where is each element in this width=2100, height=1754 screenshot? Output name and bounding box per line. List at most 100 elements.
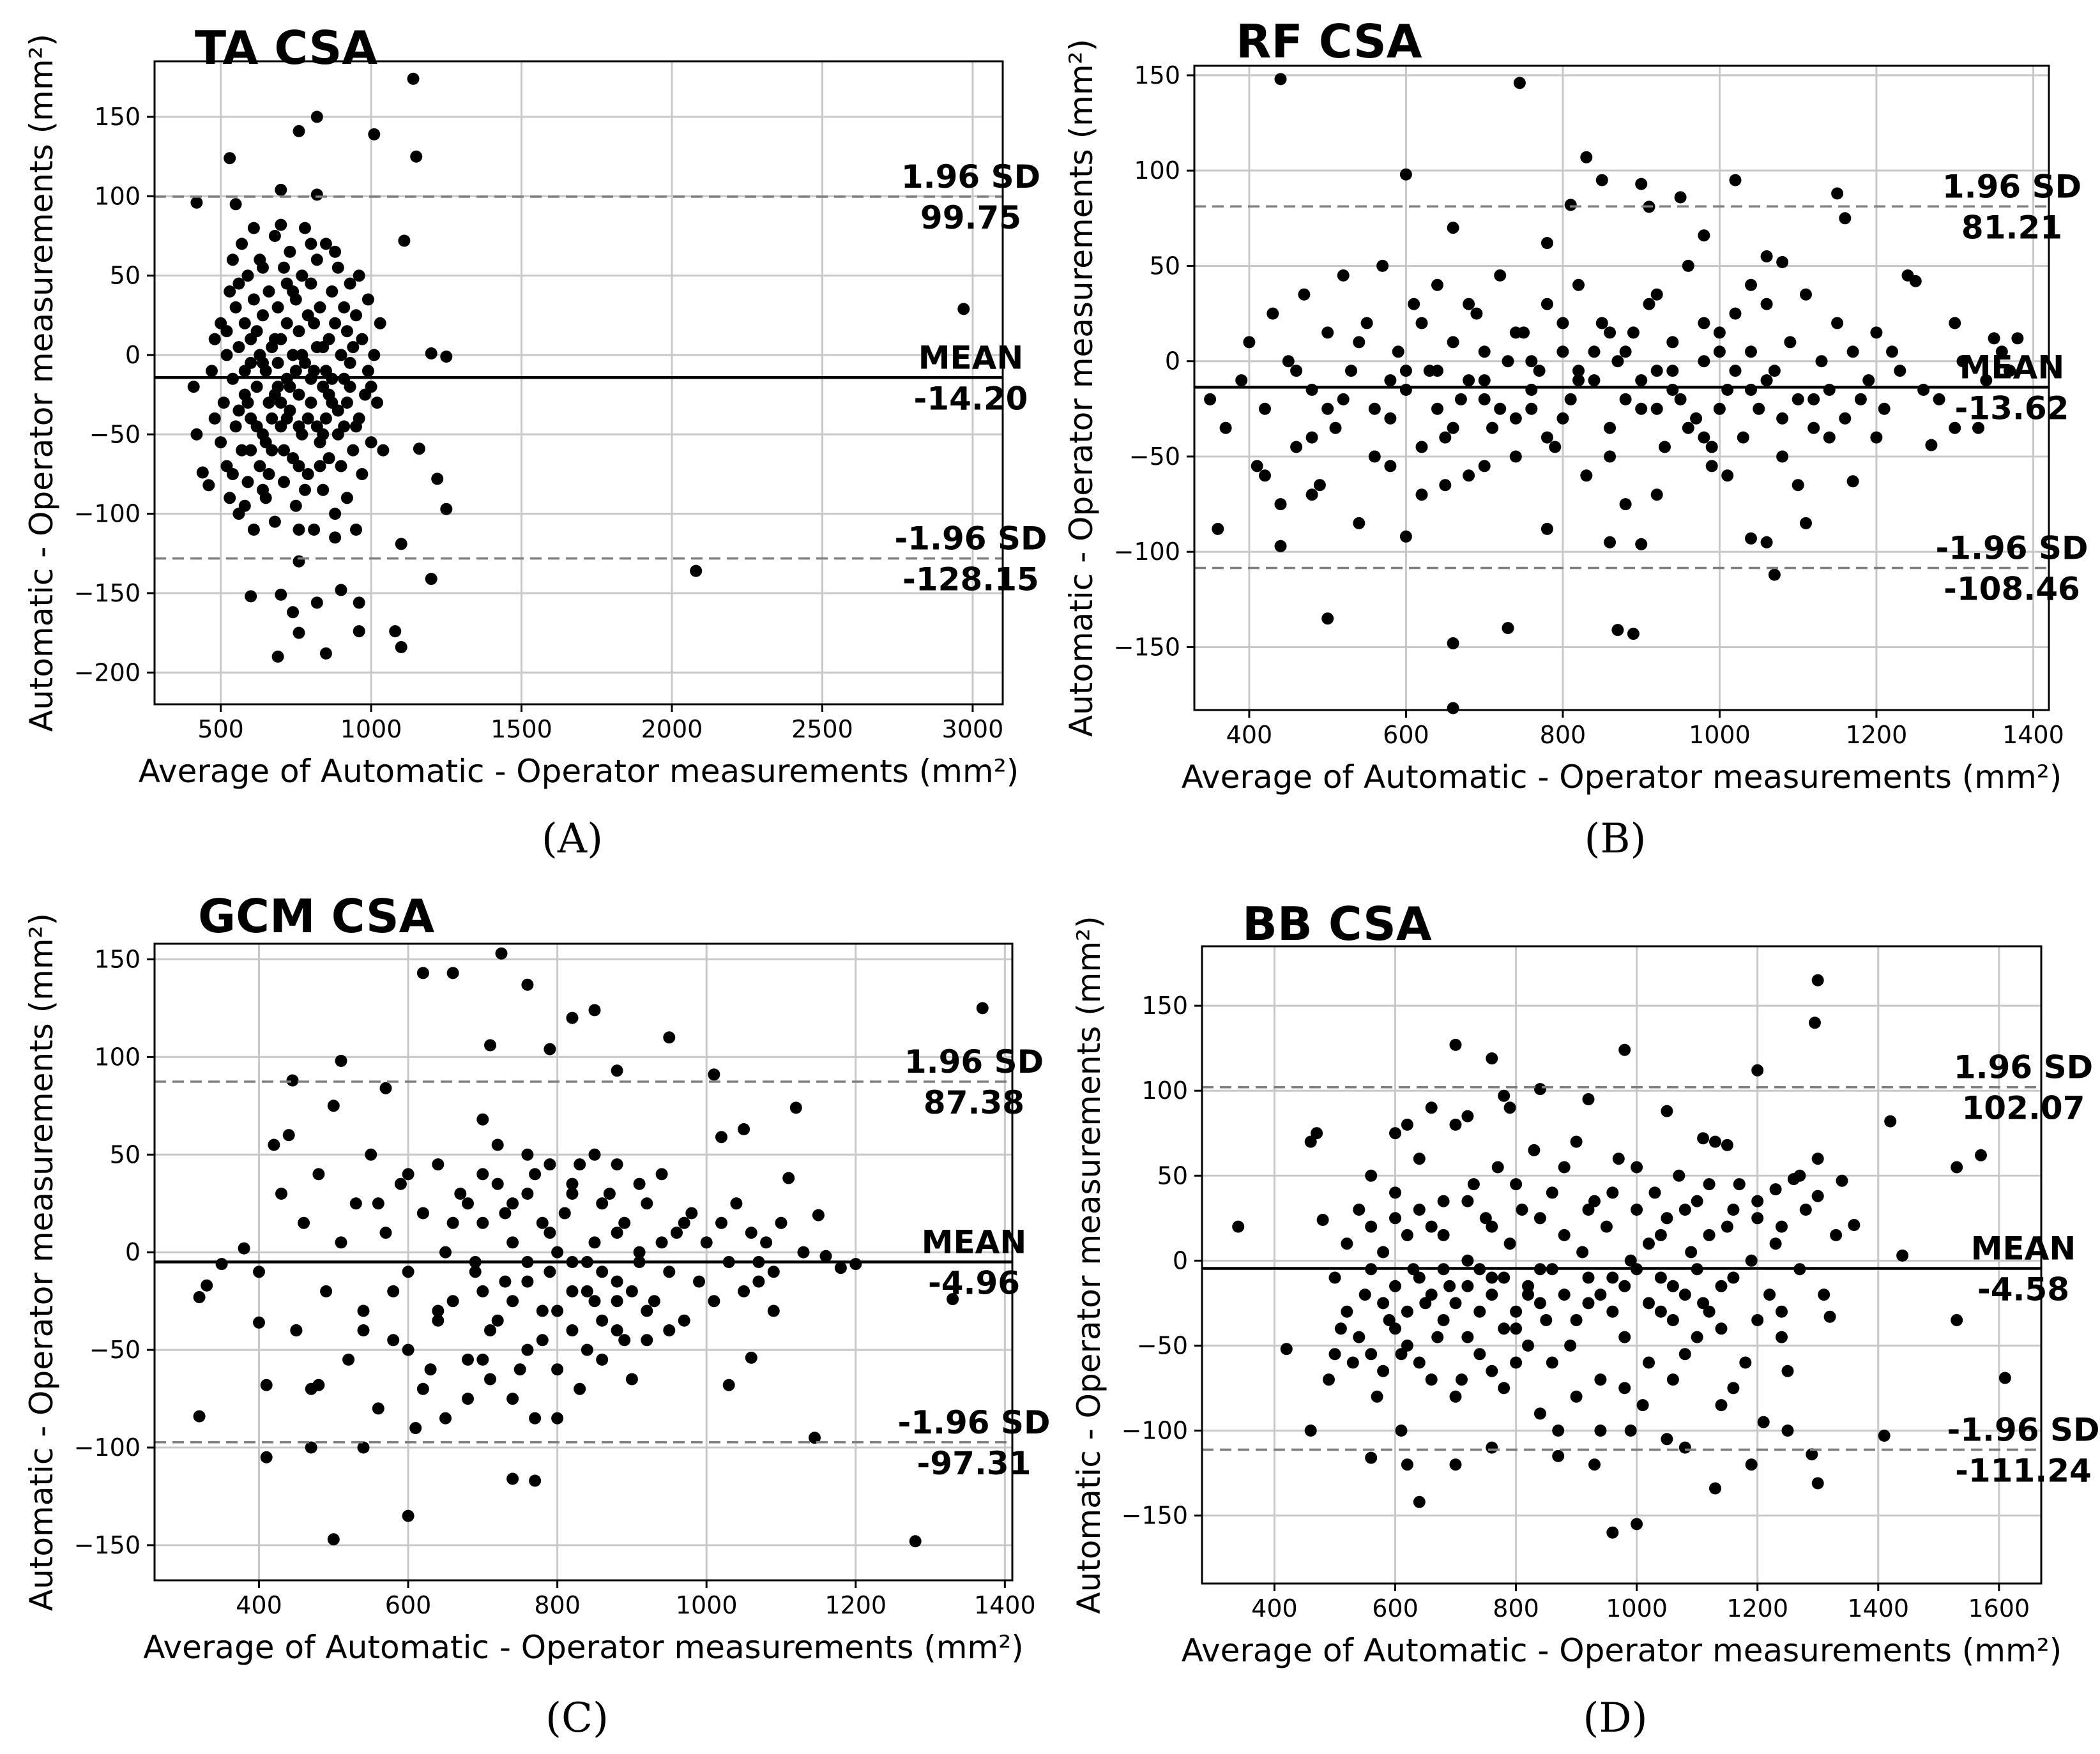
data-point <box>1425 1101 1438 1114</box>
x-axis-label: Average of Automatic - Operator measurem… <box>1182 759 2062 796</box>
data-point <box>1365 1169 1378 1182</box>
data-point <box>1461 1110 1474 1123</box>
data-point <box>715 1131 727 1144</box>
data-point <box>190 196 203 209</box>
y-tick-label: 100 <box>94 1043 141 1071</box>
data-point <box>1792 479 1804 492</box>
data-point <box>1498 1271 1510 1284</box>
data-point <box>1727 1382 1740 1395</box>
data-point <box>446 967 459 979</box>
upper-loa-value: 102.07 <box>1962 1090 2085 1127</box>
data-point <box>402 1343 415 1356</box>
data-point <box>1377 1246 1390 1259</box>
data-point <box>1447 637 1459 649</box>
data-point <box>1781 1365 1794 1377</box>
data-point <box>1737 431 1749 444</box>
data-point <box>1745 384 1757 396</box>
data-point <box>1661 1433 1673 1446</box>
data-point <box>596 1314 609 1327</box>
data-point <box>1425 1373 1438 1386</box>
data-point <box>1558 1289 1571 1301</box>
data-point <box>1311 1127 1323 1140</box>
data-point <box>410 150 423 163</box>
lower-loa-label: -1.96 SD <box>894 520 1047 557</box>
data-point <box>1745 1254 1758 1267</box>
data-point <box>398 234 411 247</box>
x-tick-label: 500 <box>197 715 244 743</box>
data-point <box>1413 1495 1426 1508</box>
data-point <box>440 351 453 363</box>
data-point <box>245 444 257 457</box>
plot-frame <box>153 942 1014 1582</box>
data-point <box>1365 1451 1378 1464</box>
data-point <box>596 1197 609 1210</box>
mean-value: -13.62 <box>1955 389 2069 427</box>
data-point <box>1705 460 1718 473</box>
data-point <box>1454 393 1467 405</box>
data-point <box>1745 1458 1758 1471</box>
data-point <box>648 1295 660 1308</box>
data-point <box>350 420 362 433</box>
y-tick-label: −150 <box>1114 633 1180 661</box>
data-point <box>1894 365 1906 377</box>
data-point <box>1401 1458 1413 1471</box>
data-point <box>1419 1297 1432 1310</box>
data-point <box>1818 1289 1830 1301</box>
data-point <box>1807 421 1820 434</box>
data-point <box>558 1207 571 1220</box>
data-point <box>1839 212 1852 225</box>
data-point <box>1713 402 1726 415</box>
data-point <box>1831 317 1844 329</box>
data-point <box>425 347 438 359</box>
data-point <box>1643 1237 1655 1250</box>
data-point <box>947 1293 959 1306</box>
data-point <box>1274 498 1287 511</box>
data-point <box>335 349 347 361</box>
data-point <box>1513 77 1526 89</box>
data-point <box>310 253 323 266</box>
data-point <box>506 1295 519 1308</box>
data-point <box>1678 1204 1691 1216</box>
plot-frame <box>1201 945 2043 1585</box>
data-point <box>1972 421 1984 434</box>
data-point <box>1713 326 1726 339</box>
data-point <box>236 444 248 457</box>
data-point <box>2004 365 2016 377</box>
data-point <box>1425 1289 1438 1301</box>
data-point <box>1486 1289 1498 1301</box>
data-point <box>229 198 242 211</box>
x-axis-label: Average of Automatic - Operator measurem… <box>143 1629 1024 1666</box>
x-tick-label: 800 <box>1540 721 1586 749</box>
data-point <box>506 1236 519 1249</box>
data-point <box>454 1188 467 1200</box>
data-point <box>1461 1331 1474 1343</box>
data-point <box>1447 702 1459 714</box>
data-point <box>305 277 317 290</box>
data-point <box>1636 1399 1649 1412</box>
data-point <box>278 476 290 488</box>
data-point <box>566 1285 579 1297</box>
data-point <box>1697 1297 1710 1310</box>
data-point <box>290 1324 303 1336</box>
y-tick-label: 0 <box>125 1238 141 1266</box>
data-point <box>1846 345 1859 358</box>
data-point <box>1751 1314 1764 1326</box>
data-point <box>1243 336 1256 349</box>
data-point <box>217 397 230 409</box>
data-point <box>1606 1305 1619 1318</box>
y-tick-label: 150 <box>1134 61 1180 89</box>
data-point <box>416 967 429 979</box>
data-point <box>1558 1229 1571 1241</box>
data-point <box>1399 384 1412 396</box>
data-point <box>1951 1161 1963 1174</box>
data-point <box>317 341 330 354</box>
data-point <box>1690 412 1703 425</box>
data-point <box>1413 1153 1426 1165</box>
data-point <box>1811 974 1824 987</box>
data-point <box>340 397 353 409</box>
x-tick-label: 1000 <box>340 715 402 743</box>
data-point <box>1768 568 1781 581</box>
data-point <box>402 1168 415 1181</box>
y-tick-label: 0 <box>1165 347 1180 375</box>
data-point <box>319 412 332 425</box>
